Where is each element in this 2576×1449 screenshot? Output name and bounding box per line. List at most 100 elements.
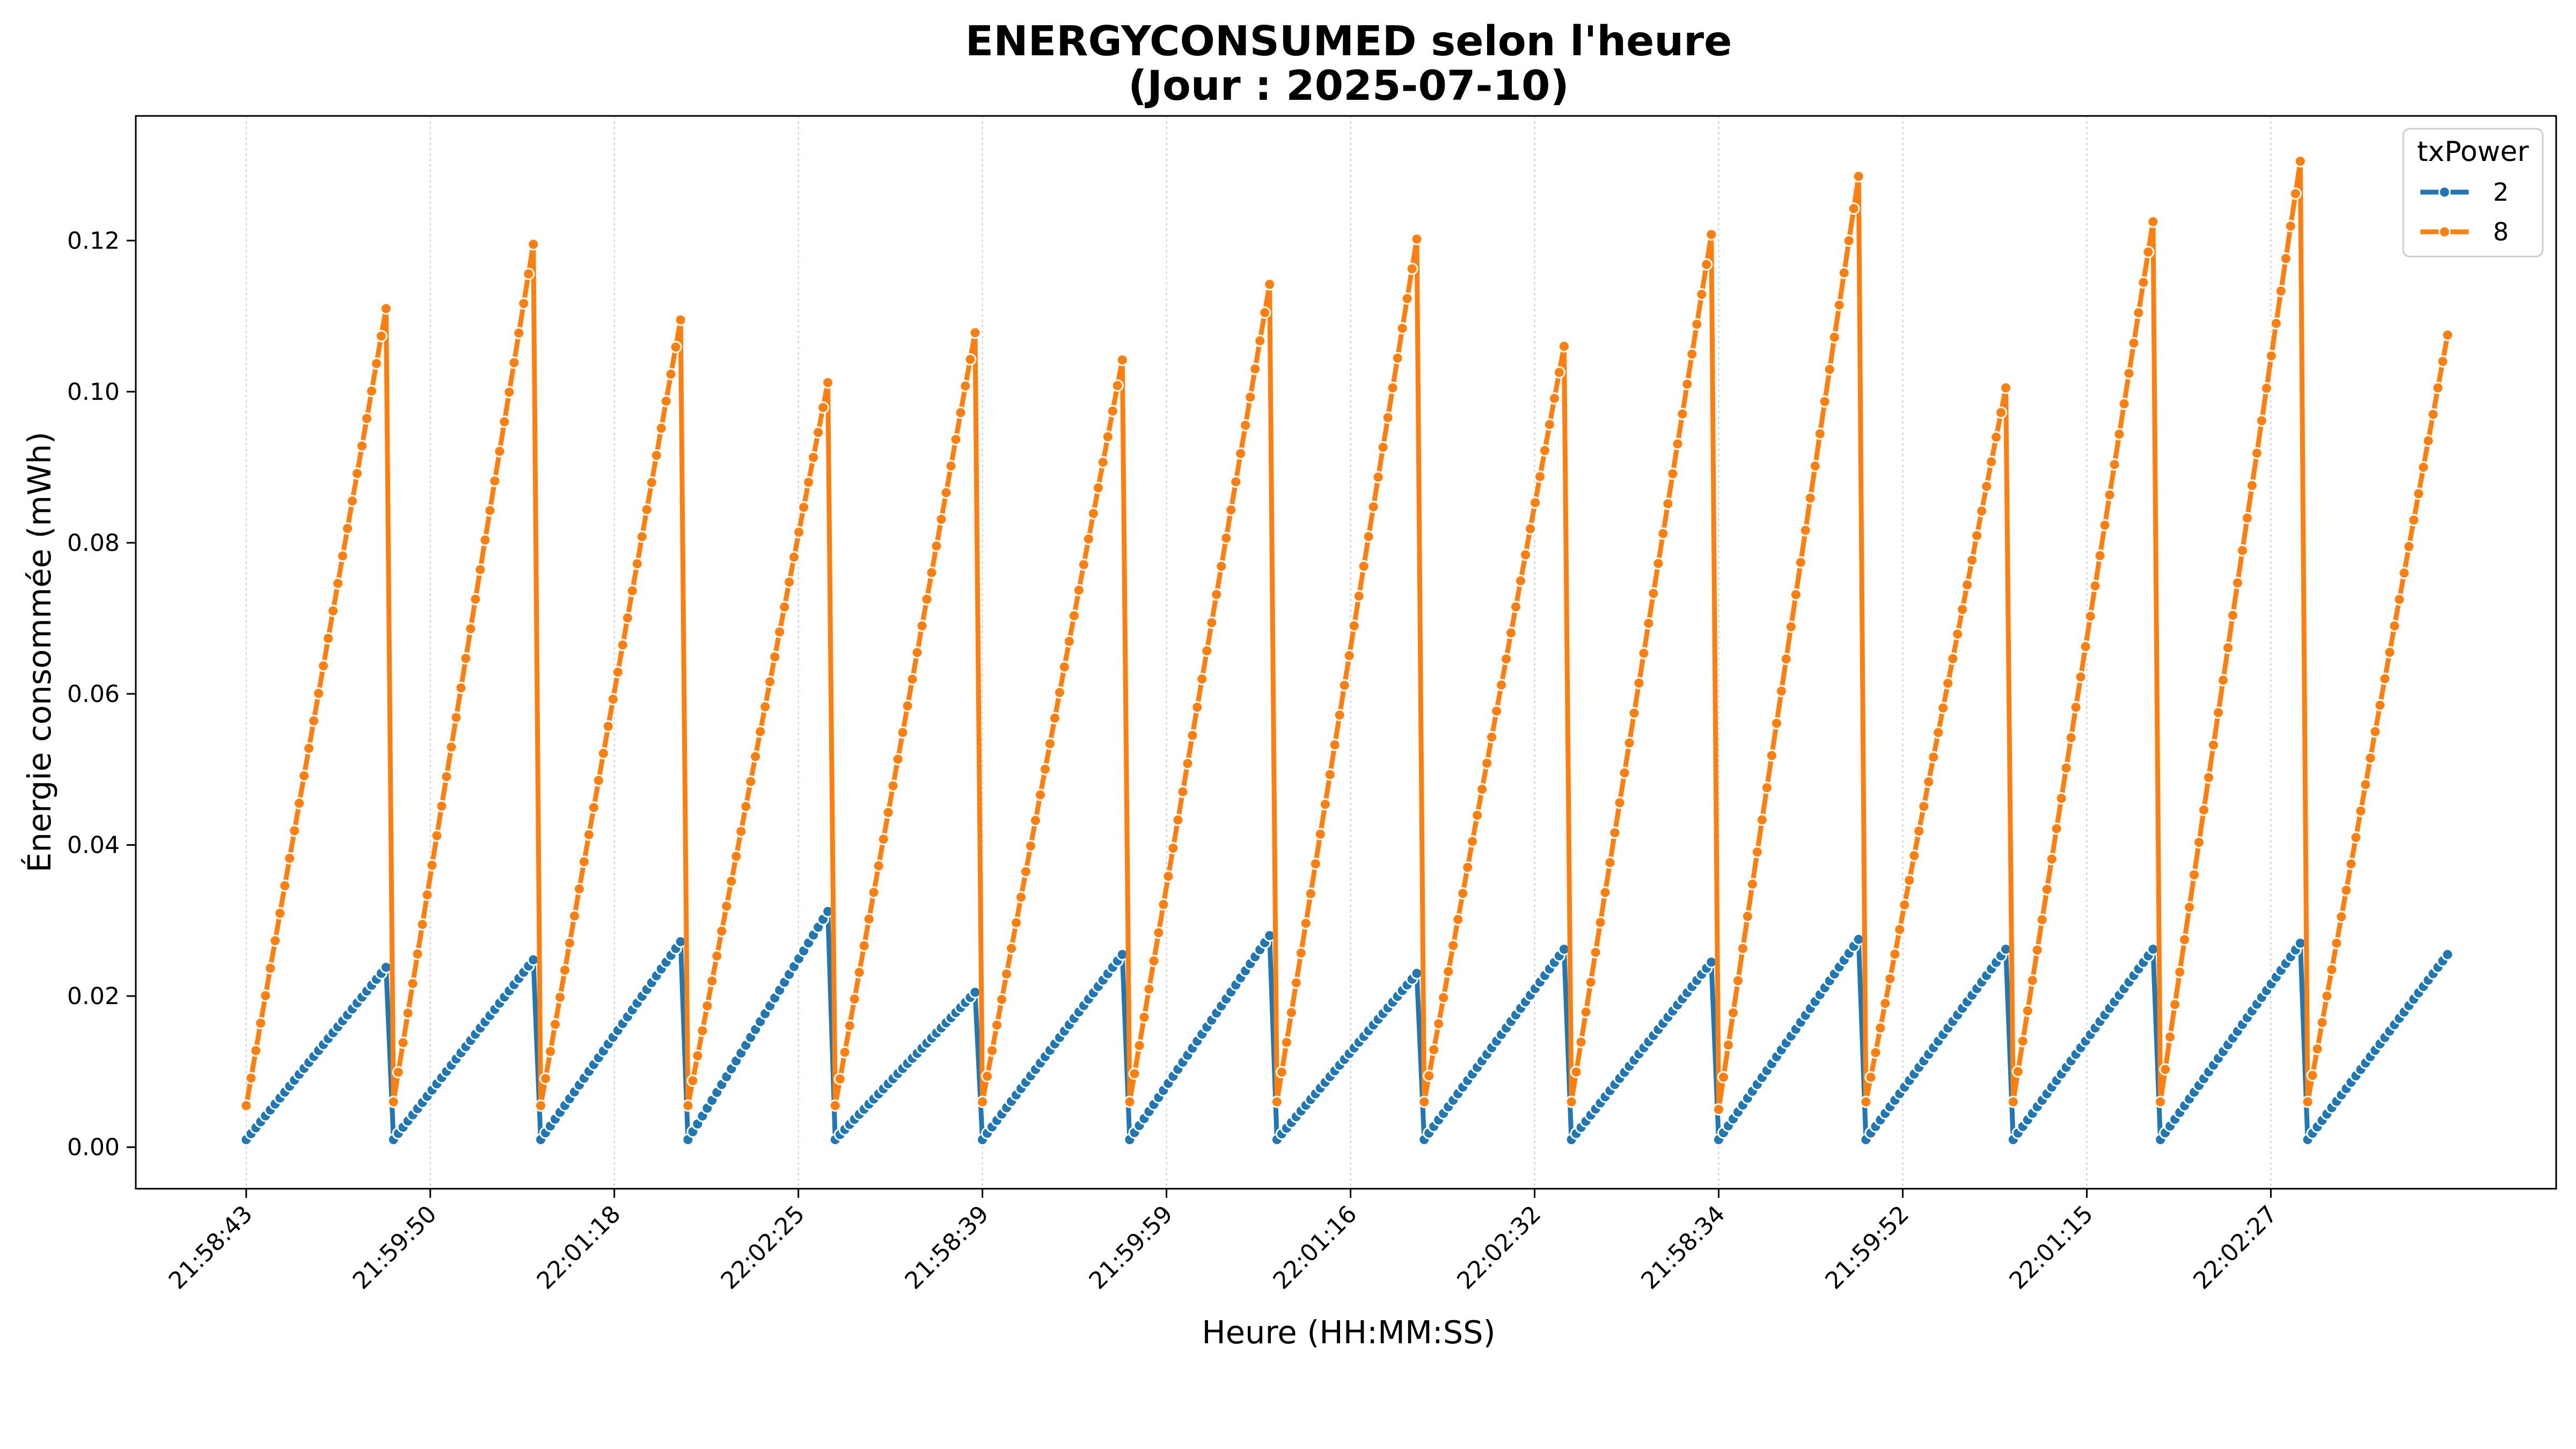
data-point-8 [1133,1039,1146,1052]
data-point-8 [1765,749,1778,762]
data-point-8 [1304,887,1317,900]
data-point-8 [2069,701,2082,714]
data-point-8 [959,379,972,392]
data-point-8 [401,1007,414,1020]
data-point-8 [577,855,590,868]
data-point-8 [1794,556,1807,569]
data-point-8 [416,918,429,931]
data-point-8 [887,779,899,792]
data-point-8 [1589,946,1602,958]
data-point-8 [788,551,801,564]
data-point-8 [2060,762,2073,774]
data-point-8 [2330,937,2343,949]
data-point-8 [1813,427,1826,440]
data-point-8 [1666,467,1679,480]
data-point-8 [1860,1095,1872,1108]
data-point-8 [2011,1065,2024,1078]
data-point-8 [686,1074,699,1087]
data-point-8 [1230,475,1242,488]
data-point-8 [2270,317,2282,330]
data-point-8 [817,401,830,414]
data-point-8 [274,907,287,920]
data-point-8 [1191,701,1204,714]
data-point-8 [1010,916,1023,929]
data-point-8 [1543,418,1556,431]
data-point-8 [1633,677,1645,690]
legend-marker-8 [2438,225,2451,238]
data-point-8 [2178,933,2191,946]
series-8 [240,155,2454,1116]
data-point-8 [1106,405,1119,418]
y-tick-label: 0.00 [67,1134,120,1161]
data-point-8 [1381,411,1394,424]
data-point-8 [916,619,928,632]
data-point-8 [508,356,521,369]
data-point-8 [812,426,825,439]
data-point-8 [1918,800,1930,813]
data-point-8 [858,939,870,952]
data-point-8 [2137,276,2150,289]
data-point-8 [279,879,291,892]
data-point-8 [1461,861,1474,874]
data-point-8 [1152,926,1165,939]
data-point-8 [2236,544,2249,557]
data-point-8 [1937,701,1950,714]
data-point-8 [1884,972,1897,985]
data-point-8 [1101,430,1114,443]
data-point-8 [327,604,340,617]
data-point-8 [254,1017,267,1029]
data-point-8 [778,601,791,613]
data-point-8 [1736,942,1749,955]
data-point-8 [611,665,624,678]
data-point-8 [1258,306,1271,319]
data-point-8 [1942,677,1955,690]
data-point-8 [1889,948,1901,961]
data-point-8 [1294,947,1307,960]
data-point-8 [2226,609,2239,622]
data-point-8 [312,687,325,700]
data-point-8 [1442,965,1455,978]
data-point-8 [911,646,924,659]
plot-frame [135,115,2557,1190]
data-point-8 [2301,1095,2314,1108]
data-point-8 [783,576,796,589]
data-point-8 [1908,849,1921,862]
data-point-8 [406,977,419,990]
data-point-8 [606,693,619,706]
data-point-8 [696,1024,709,1037]
legend-label-8: 8 [2493,217,2508,246]
data-point-8 [1823,363,1836,376]
data-point-8 [1005,942,1018,955]
data-point-8 [744,775,757,788]
data-point-8 [981,1070,994,1082]
data-point-8 [906,673,919,686]
data-point-8 [2350,831,2362,844]
data-point-8 [1205,616,1218,629]
data-point-8 [1024,839,1037,852]
data-point-8 [2383,646,2396,658]
data-point-8 [1565,1095,1578,1108]
data-point-8 [1548,392,1561,405]
data-point-8 [660,395,672,407]
data-point-8 [426,859,438,872]
data-point-2 [969,986,982,999]
data-point-8 [597,747,610,760]
data-point-8 [2123,367,2135,380]
data-point-8 [735,825,748,838]
data-point-8 [1951,628,1964,640]
data-point-8 [1690,318,1703,331]
data-point-8 [1838,267,1850,279]
data-point-8 [631,558,643,570]
data-point-8 [1741,910,1754,923]
data-point-8 [1096,456,1109,469]
data-point-8 [2089,580,2102,592]
data-point-8 [1579,1006,1592,1019]
y-axis-label: Énergie consommée (mWh) [21,431,58,872]
data-point-8 [332,577,345,590]
data-point-8 [1662,497,1674,510]
data-point-8 [1990,431,2003,443]
data-point-8 [2294,155,2307,167]
data-point-8 [361,412,373,425]
data-point-8 [833,1073,846,1085]
data-point-8 [2398,567,2411,580]
